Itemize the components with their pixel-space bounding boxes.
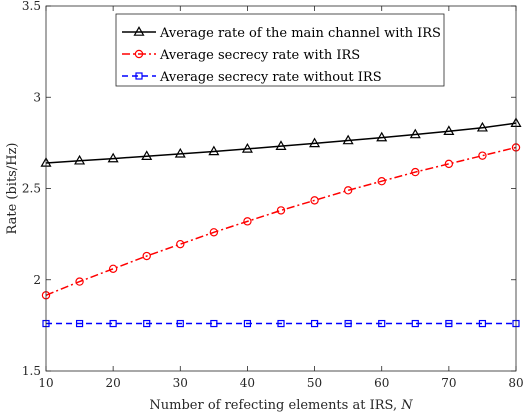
x-axis-label: Number of refecting elements at IRS, N xyxy=(149,398,413,413)
data-point xyxy=(309,137,321,148)
data-point xyxy=(377,176,386,186)
x-tick-label: 80 xyxy=(508,376,523,390)
legend-entry: Average rate of the main channel with IR… xyxy=(122,26,441,41)
data-point xyxy=(241,142,253,153)
x-tick-label: 20 xyxy=(106,376,121,390)
data-point xyxy=(109,319,117,328)
data-point xyxy=(174,147,186,158)
data-point xyxy=(476,121,488,132)
legend-label: Average rate of the main channel with IR… xyxy=(159,26,441,41)
legend-box xyxy=(115,13,445,87)
data-point xyxy=(378,319,386,328)
legend: Average rate of the main channel with IR… xyxy=(115,13,445,87)
data-point xyxy=(108,264,118,273)
x-tick-label: 60 xyxy=(374,376,389,390)
x-tick-label: 50 xyxy=(307,376,322,390)
y-tick-label: 3 xyxy=(33,90,41,104)
data-point xyxy=(208,145,220,156)
data-point xyxy=(411,319,419,328)
y-axis-label: Rate (bits/Hz) xyxy=(5,143,20,235)
x-tick-label: 30 xyxy=(173,376,188,390)
data-point xyxy=(143,319,151,328)
legend-marker xyxy=(135,72,143,80)
x-axis-label-variable: N xyxy=(400,398,413,413)
x-axis-label-text: Number of refecting elements at IRS, xyxy=(149,398,397,413)
data-point xyxy=(243,217,252,226)
data-point xyxy=(176,319,184,328)
series-2 xyxy=(41,143,521,300)
data-point xyxy=(445,319,453,328)
data-point xyxy=(209,228,219,237)
series-1 xyxy=(40,117,522,167)
data-point xyxy=(443,125,455,135)
axes: 10 20 30 40 50 60 70 80 1.5 2 2.5 3 3.5 xyxy=(22,0,524,390)
data-point xyxy=(210,319,218,328)
y-tick-label: 3.5 xyxy=(22,0,41,13)
data-point xyxy=(444,159,454,169)
data-point xyxy=(478,151,487,160)
y-tick-label: 2.5 xyxy=(22,182,41,196)
legend-label: Average secrecy rate with IRS xyxy=(159,48,360,63)
legend-entry: Average secrecy rate with IRS xyxy=(122,48,360,63)
data-point xyxy=(275,140,287,150)
data-point xyxy=(478,319,487,328)
x-tick-label: 10 xyxy=(38,376,53,390)
legend-marker xyxy=(134,49,144,59)
data-point xyxy=(276,206,286,215)
x-tick-label: 40 xyxy=(240,376,255,390)
legend-marker xyxy=(133,26,145,36)
y-tick-label: 1.5 xyxy=(22,364,41,378)
y-tick-label: 2 xyxy=(33,273,41,287)
legend-entry: Average secrecy rate without IRS xyxy=(122,70,382,85)
data-point xyxy=(344,319,352,328)
data-point xyxy=(75,277,84,286)
legend-label: Average secrecy rate without IRS xyxy=(159,70,382,85)
series-line xyxy=(45,122,517,164)
data-point xyxy=(343,186,353,195)
data-point xyxy=(107,152,119,163)
plot-area xyxy=(40,117,522,328)
data-point xyxy=(409,128,421,139)
data-point xyxy=(75,319,84,328)
data-point xyxy=(141,150,153,160)
data-point xyxy=(376,131,388,142)
data-point xyxy=(342,134,354,145)
series-line xyxy=(45,146,517,296)
data-point xyxy=(176,239,185,249)
data-point xyxy=(310,319,319,328)
data-point xyxy=(277,319,285,328)
data-point xyxy=(310,196,319,205)
data-point xyxy=(243,319,252,328)
data-point xyxy=(142,251,151,261)
data-point xyxy=(411,167,420,177)
data-point xyxy=(74,154,86,165)
x-tick-label: 70 xyxy=(441,376,456,390)
